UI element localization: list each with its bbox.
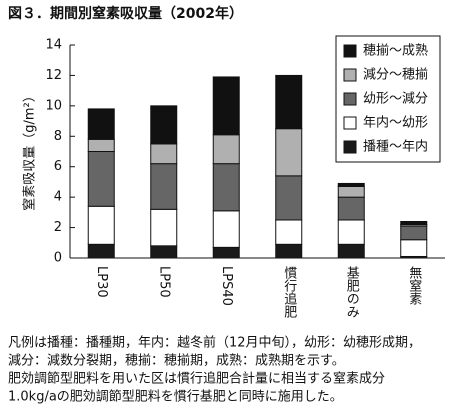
bar-segment xyxy=(87,108,115,140)
bar-segment xyxy=(150,208,178,247)
bar-segment xyxy=(400,239,428,257)
bar-segment xyxy=(212,134,240,165)
bar-segment xyxy=(150,163,178,210)
y-tick-label: 4 xyxy=(54,190,62,205)
x-tick-label: 慣行追肥 xyxy=(281,265,297,319)
legend-swatch xyxy=(343,68,357,82)
legend-swatch xyxy=(343,140,357,154)
legend-swatch xyxy=(343,116,357,130)
x-tick-label: 基肥のみ xyxy=(344,266,360,318)
legend-label: 穂揃～成熟 xyxy=(363,43,428,59)
bar-segment xyxy=(87,243,115,259)
legend-label: 幼形～減分 xyxy=(363,91,428,107)
y-tick-label: 10 xyxy=(45,98,62,113)
x-tick-label: 無窒素 xyxy=(406,266,422,305)
bar-segment xyxy=(275,128,303,177)
bar-segment xyxy=(275,74,303,130)
bar-segment xyxy=(87,205,115,245)
note: 凡例は播種：播種期，年内：越冬前（12月中旬），幼形：幼穂形成期， xyxy=(8,335,421,351)
note: 肥効調節型肥料を用いた区は慣行追肥合計量に相当する窒素成分 xyxy=(8,371,385,387)
y-tick-label: 6 xyxy=(54,159,62,174)
chart-title: 図３．期間別窒素吸収量（2002年） xyxy=(8,5,243,22)
bar-segment xyxy=(150,245,178,259)
bar-segment xyxy=(337,196,365,221)
note: 1.0kg/aの肥効調節型肥料を慣行基肥と同時に施用した。 xyxy=(8,389,343,405)
bar-segment xyxy=(212,163,240,212)
bar-segment xyxy=(400,225,428,241)
note: 減分：減数分裂期，穂揃：穂揃期，成熟：成熟期を示す。 xyxy=(8,353,345,369)
bar-segment xyxy=(150,143,178,165)
bar-segment xyxy=(337,243,365,259)
bar-segment xyxy=(337,182,365,187)
legend-swatch xyxy=(343,92,357,106)
x-tick-label: LP50 xyxy=(156,266,171,298)
bar-segment xyxy=(212,210,240,248)
bar-segment xyxy=(87,151,115,207)
bar-segment xyxy=(275,243,303,259)
y-tick-label: 12 xyxy=(45,68,62,83)
y-tick-label: 8 xyxy=(54,129,62,144)
legend-label: 減分～穂揃 xyxy=(363,67,428,83)
legend-swatch xyxy=(343,44,357,58)
legend-label: 年内～幼形 xyxy=(363,115,428,131)
bar-segment xyxy=(337,219,365,245)
x-tick-label: LPS40 xyxy=(219,266,234,306)
bar-segment xyxy=(150,105,178,145)
y-axis-label: 窒素吸収量（g/m²） xyxy=(22,89,38,211)
legend-label: 播種～年内 xyxy=(363,139,428,155)
bar-segment xyxy=(212,76,240,136)
bar-segment xyxy=(400,220,428,226)
bar-segment xyxy=(275,219,303,245)
bar-segment xyxy=(275,175,303,221)
bar-segment xyxy=(87,138,115,152)
y-tick-label: 2 xyxy=(54,220,62,235)
bar-segment xyxy=(337,185,365,198)
bar-segment xyxy=(212,246,240,259)
y-tick-label: 14 xyxy=(45,38,62,53)
x-tick-label: LP30 xyxy=(94,266,109,298)
y-tick-label: 0 xyxy=(54,251,62,266)
